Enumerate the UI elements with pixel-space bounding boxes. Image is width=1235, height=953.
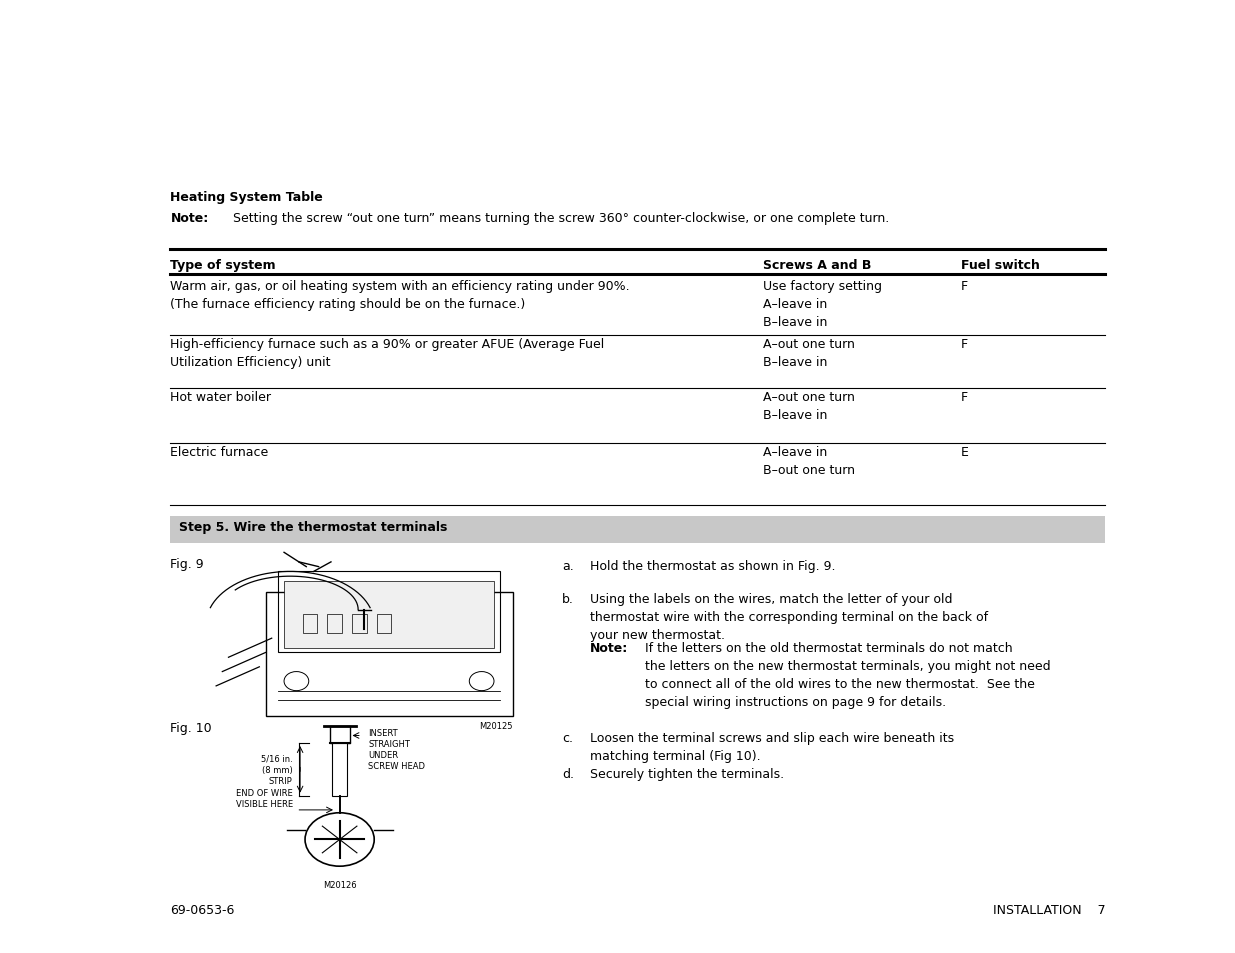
Text: INSERT
STRAIGHT
UNDER
SCREW HEAD: INSERT STRAIGHT UNDER SCREW HEAD xyxy=(368,728,425,770)
Text: A–leave in
B–out one turn: A–leave in B–out one turn xyxy=(763,445,855,476)
Text: M20125: M20125 xyxy=(479,721,513,730)
Text: Warm air, gas, or oil heating system with an efficiency rating under 90%.
(The f: Warm air, gas, or oil heating system wit… xyxy=(170,280,630,311)
Text: Fig. 9: Fig. 9 xyxy=(170,558,204,571)
Text: Loosen the terminal screws and slip each wire beneath its
matching terminal (Fig: Loosen the terminal screws and slip each… xyxy=(590,731,955,761)
Text: Note:: Note: xyxy=(170,212,209,225)
Text: Step 5. Wire the thermostat terminals: Step 5. Wire the thermostat terminals xyxy=(179,520,447,534)
Text: Fuel switch: Fuel switch xyxy=(961,259,1040,273)
Text: Type of system: Type of system xyxy=(170,259,277,273)
Text: Note:: Note: xyxy=(590,641,629,655)
Bar xyxy=(266,593,513,717)
Text: d.: d. xyxy=(562,767,574,781)
Text: INSTALLATION    7: INSTALLATION 7 xyxy=(993,903,1105,917)
Bar xyxy=(327,615,342,634)
Text: c.: c. xyxy=(562,731,573,744)
Text: 69-0653-6: 69-0653-6 xyxy=(170,903,235,917)
Text: Securely tighten the terminals.: Securely tighten the terminals. xyxy=(590,767,784,781)
Text: Hold the thermostat as shown in Fig. 9.: Hold the thermostat as shown in Fig. 9. xyxy=(590,559,836,573)
Text: A–out one turn
B–leave in: A–out one turn B–leave in xyxy=(763,391,855,421)
Text: F: F xyxy=(961,391,968,404)
Text: b.: b. xyxy=(562,593,574,606)
Text: Using the labels on the wires, match the letter of your old
thermostat wire with: Using the labels on the wires, match the… xyxy=(590,593,988,641)
Text: A–out one turn
B–leave in: A–out one turn B–leave in xyxy=(763,337,855,368)
Bar xyxy=(278,572,500,653)
Text: High-efficiency furnace such as a 90% or greater AFUE (Average Fuel
Utilization : High-efficiency furnace such as a 90% or… xyxy=(170,337,605,368)
Text: Hot water boiler: Hot water boiler xyxy=(170,391,272,404)
Bar xyxy=(284,581,494,648)
Text: Fig. 10: Fig. 10 xyxy=(170,721,212,735)
Text: M20126: M20126 xyxy=(322,881,357,889)
Text: 5/16 in.
(8 mm)
STRIP: 5/16 in. (8 mm) STRIP xyxy=(261,754,293,785)
Text: Electric furnace: Electric furnace xyxy=(170,445,269,458)
Text: Heating System Table: Heating System Table xyxy=(170,191,324,204)
Bar xyxy=(377,615,391,634)
Bar xyxy=(170,517,1105,543)
Bar xyxy=(332,743,347,796)
Bar xyxy=(352,615,367,634)
Text: If the letters on the old thermostat terminals do not match
the letters on the n: If the letters on the old thermostat ter… xyxy=(645,641,1050,708)
Text: a.: a. xyxy=(562,559,574,573)
Text: END OF WIRE
VISIBLE HERE: END OF WIRE VISIBLE HERE xyxy=(236,788,293,808)
Text: F: F xyxy=(961,337,968,351)
Text: Screws A and B: Screws A and B xyxy=(763,259,872,273)
Text: Use factory setting
A–leave in
B–leave in: Use factory setting A–leave in B–leave i… xyxy=(763,280,882,329)
Text: E: E xyxy=(961,445,968,458)
Bar xyxy=(303,615,317,634)
Text: Setting the screw “out one turn” means turning the screw 360° counter-clockwise,: Setting the screw “out one turn” means t… xyxy=(225,212,889,225)
Text: F: F xyxy=(961,280,968,294)
Bar xyxy=(330,726,350,743)
